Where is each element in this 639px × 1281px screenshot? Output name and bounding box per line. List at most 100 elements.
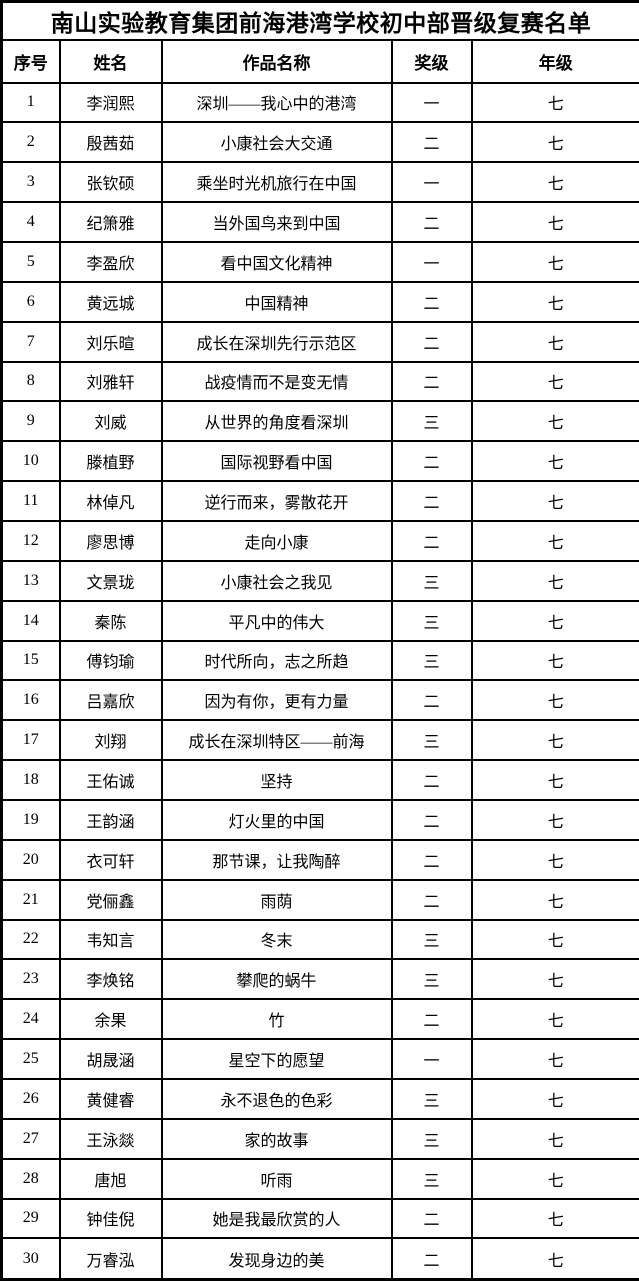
cell-work-title: 星空下的愿望	[160, 1038, 393, 1080]
table-row: 14 秦陈 平凡中的伟大 三 七	[0, 599, 639, 642]
table-row: 30 万睿泓 发现身边的美 二 七	[0, 1237, 639, 1281]
header-award: 奖级	[390, 38, 473, 84]
cell-name: 王泳燚	[58, 1117, 163, 1160]
cell-index: 13	[0, 559, 61, 602]
cell-index: 16	[0, 679, 61, 722]
cell-work-title: 她是我最欣赏的人	[160, 1197, 393, 1240]
cell-grade: 七	[470, 1197, 639, 1240]
table-row: 20 衣可轩 那节课，让我陶醉 二 七	[0, 838, 639, 881]
cell-name: 万睿泓	[58, 1237, 163, 1281]
cell-award: 二	[390, 759, 473, 801]
cell-name: 胡晟涵	[58, 1038, 163, 1080]
cell-grade: 七	[470, 759, 639, 801]
cell-work-title: 那节课，让我陶醉	[160, 838, 393, 881]
cell-index: 4	[0, 201, 61, 243]
cell-name: 衣可轩	[58, 838, 163, 881]
cell-index: 30	[0, 1237, 61, 1281]
cell-work-title: 坚持	[160, 759, 393, 801]
cell-award: 二	[390, 480, 473, 522]
table-row: 21 党俪鑫 雨荫 二 七	[0, 878, 639, 921]
cell-name: 刘乐暄	[58, 320, 163, 363]
cell-grade: 七	[470, 719, 639, 762]
cell-work-title: 灯火里的中国	[160, 798, 393, 841]
cell-work-title: 战疫情而不是变无情	[160, 360, 393, 403]
cell-index: 6	[0, 280, 61, 323]
cell-grade: 七	[470, 161, 639, 204]
cell-award: 二	[390, 280, 473, 323]
table-row: 2 殷茜茹 小康社会大交通 二 七	[0, 121, 639, 164]
cell-name: 李润熙	[58, 81, 163, 124]
cell-grade: 七	[470, 400, 639, 443]
cell-award: 二	[390, 998, 473, 1041]
cell-grade: 七	[470, 1038, 639, 1080]
cell-index: 24	[0, 998, 61, 1041]
table-row: 15 傅钧瑜 时代所向，志之所趋 三 七	[0, 639, 639, 682]
cell-award: 二	[390, 1237, 473, 1281]
table-title-row: 南山实验教育集团前海港湾学校初中部晋级复赛名单	[0, 0, 639, 41]
cell-award: 三	[390, 400, 473, 443]
cell-index: 7	[0, 320, 61, 363]
table-row: 12 廖思博 走向小康 二 七	[0, 519, 639, 562]
cell-index: 8	[0, 360, 61, 403]
table-header-row: 序号 姓名 作品名称 奖级 年级	[0, 38, 639, 84]
cell-grade: 七	[470, 480, 639, 522]
cell-award: 二	[390, 798, 473, 841]
cell-award: 三	[390, 1077, 473, 1120]
cell-index: 3	[0, 161, 61, 204]
cell-grade: 七	[470, 360, 639, 403]
header-no: 序号	[0, 38, 61, 84]
cell-work-title: 逆行而来，雾散花开	[160, 480, 393, 522]
table-row: 5 李盈欣 看中国文化精神 一 七	[0, 240, 639, 283]
cell-work-title: 乘坐时光机旅行在中国	[160, 161, 393, 204]
header-grade: 年级	[470, 38, 639, 84]
cell-name: 唐旭	[58, 1157, 163, 1200]
table-row: 28 唐旭 听雨 三 七	[0, 1157, 639, 1200]
cell-index: 26	[0, 1077, 61, 1120]
cell-grade: 七	[470, 679, 639, 722]
cell-grade: 七	[470, 958, 639, 1001]
cell-award: 三	[390, 639, 473, 682]
cell-grade: 七	[470, 121, 639, 164]
cell-index: 15	[0, 639, 61, 682]
cell-award: 二	[390, 1197, 473, 1240]
cell-grade: 七	[470, 1157, 639, 1200]
cell-index: 28	[0, 1157, 61, 1200]
table-row: 27 王泳燚 家的故事 三 七	[0, 1117, 639, 1160]
cell-name: 钟佳倪	[58, 1197, 163, 1240]
table-row: 16 吕嘉欣 因为有你，更有力量 二 七	[0, 679, 639, 722]
cell-award: 三	[390, 918, 473, 961]
cell-index: 2	[0, 121, 61, 164]
table-row: 25 胡晟涵 星空下的愿望 一 七	[0, 1038, 639, 1080]
cell-work-title: 国际视野看中国	[160, 440, 393, 483]
cell-grade: 七	[470, 81, 639, 124]
cell-index: 27	[0, 1117, 61, 1160]
cell-index: 20	[0, 838, 61, 881]
table-title: 南山实验教育集团前海港湾学校初中部晋级复赛名单	[0, 0, 639, 41]
cell-work-title: 永不退色的色彩	[160, 1077, 393, 1120]
cell-index: 22	[0, 918, 61, 961]
cell-award: 三	[390, 719, 473, 762]
cell-work-title: 因为有你，更有力量	[160, 679, 393, 722]
cell-award: 一	[390, 240, 473, 283]
cell-name: 王佑诚	[58, 759, 163, 801]
table-row: 10 滕植野 国际视野看中国 二 七	[0, 440, 639, 483]
cell-award: 二	[390, 878, 473, 921]
cell-award: 一	[390, 1038, 473, 1080]
cell-grade: 七	[470, 280, 639, 323]
table-row: 9 刘威 从世界的角度看深圳 三 七	[0, 400, 639, 443]
cell-award: 二	[390, 838, 473, 881]
table-row: 17 刘翔 成长在深圳特区——前海 三 七	[0, 719, 639, 762]
table-row: 18 王佑诚 坚持 二 七	[0, 759, 639, 801]
cell-index: 19	[0, 798, 61, 841]
cell-grade: 七	[470, 320, 639, 363]
cell-grade: 七	[470, 201, 639, 243]
cell-work-title: 雨荫	[160, 878, 393, 921]
table-row: 19 王韵涵 灯火里的中国 二 七	[0, 798, 639, 841]
cell-grade: 七	[470, 918, 639, 961]
cell-name: 刘威	[58, 400, 163, 443]
cell-index: 11	[0, 480, 61, 522]
cell-index: 14	[0, 599, 61, 642]
cell-index: 29	[0, 1197, 61, 1240]
cell-award: 三	[390, 599, 473, 642]
table-row: 1 李润熙 深圳——我心中的港湾 一 七	[0, 81, 639, 124]
